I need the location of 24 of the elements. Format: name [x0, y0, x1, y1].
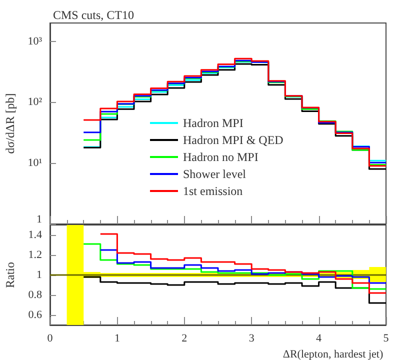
y-tick-label: 10² [28, 96, 43, 108]
legend-label: 1st emission [183, 184, 243, 198]
x-axis-title: ΔR(lepton, hardest jet) [282, 348, 384, 360]
y-tick-label: 0.8 [28, 289, 42, 301]
y-tick-label: 1.4 [28, 229, 42, 241]
legend-label: Hadron MPI & QED [183, 133, 284, 147]
y-axis-title: dσ/dΔR [pb] [3, 93, 17, 154]
x-tick-label: 2 [182, 332, 188, 344]
y-tick-label: 10³ [28, 35, 43, 48]
y-axis-title: Ratio [3, 262, 17, 288]
y-tick-label: 1 [36, 269, 42, 281]
y-tick-label: 1 [36, 214, 42, 226]
y-tick-label: 0.6 [28, 309, 42, 321]
x-tick-label: 0 [47, 332, 54, 344]
legend-label: Hadron no MPI [183, 150, 258, 164]
legend-label: Shower level [183, 167, 247, 181]
x-tick-label: 1 [114, 332, 120, 344]
y-tick-label: 10¹ [28, 157, 42, 170]
chart-title: CMS cuts, CT10 [53, 8, 134, 22]
y-tick-label: 1.2 [28, 249, 42, 261]
x-tick-label: 5 [383, 332, 390, 344]
legend-label: Hadron MPI [183, 116, 244, 130]
x-tick-label: 3 [248, 332, 255, 344]
x-tick-label: 4 [316, 332, 322, 344]
